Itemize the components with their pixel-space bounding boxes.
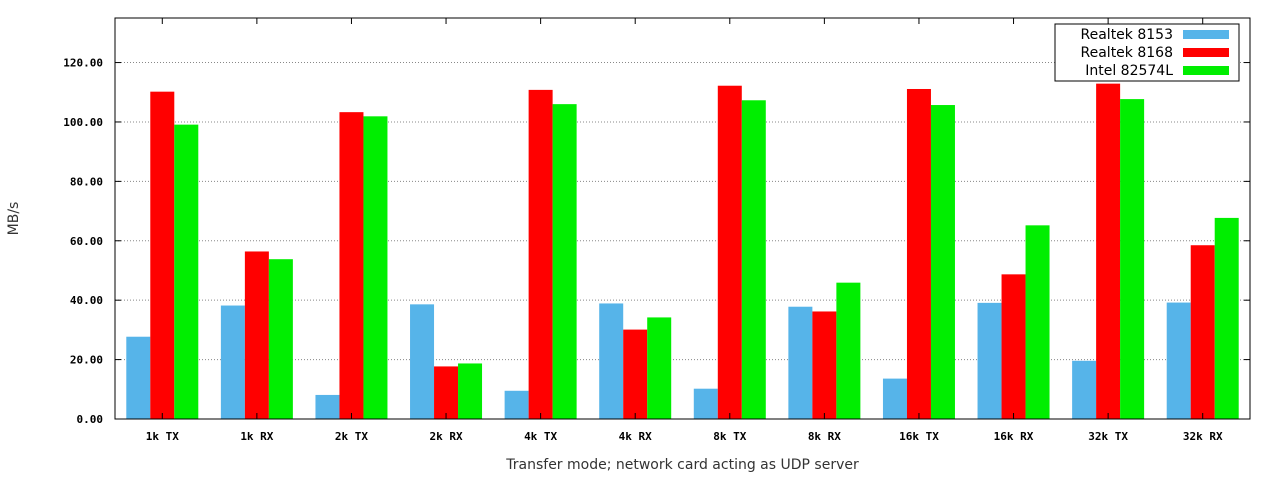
bar-realtek-8168-2k-tx (339, 112, 364, 420)
bars (126, 83, 1239, 420)
x-tick-label: 1k TX (146, 430, 179, 443)
legend-swatch (1183, 48, 1229, 57)
x-tick-label: 1k RX (240, 430, 273, 443)
legend-label: Realtek 8168 (1081, 45, 1173, 61)
bar-intel-82574l-4k-tx (552, 104, 577, 419)
bar-realtek-8168-1k-tx (150, 91, 175, 419)
bar-realtek-8153-8k-tx (693, 388, 718, 419)
bar-realtek-8153-32k-tx (1072, 360, 1097, 419)
y-tick-label: 0.00 (77, 413, 104, 426)
bar-intel-82574l-4k-rx (647, 317, 672, 419)
bar-realtek-8168-16k-tx (906, 88, 931, 419)
bar-realtek-8168-8k-tx (717, 85, 742, 420)
x-tick-label: 4k RX (619, 430, 652, 443)
x-tick-label: 16k TX (899, 430, 939, 443)
bar-intel-82574l-16k-rx (1025, 225, 1050, 419)
bar-intel-82574l-1k-tx (174, 124, 199, 420)
bar-realtek-8153-4k-rx (599, 303, 624, 419)
bar-realtek-8153-4k-tx (504, 390, 529, 419)
bar-intel-82574l-32k-rx (1214, 217, 1239, 419)
bar-intel-82574l-32k-tx (1120, 99, 1145, 419)
bar-realtek-8168-16k-rx (1001, 274, 1026, 419)
y-tick-label: 120.00 (63, 57, 103, 70)
legend-swatch (1183, 30, 1229, 39)
y-tick-label: 100.00 (63, 116, 103, 129)
bar-realtek-8153-8k-rx (788, 306, 813, 419)
bar-realtek-8153-1k-rx (220, 305, 245, 419)
legend: Realtek 8153 Realtek 8168 Intel 82574L (1054, 23, 1240, 82)
bar-realtek-8153-2k-rx (410, 304, 435, 419)
bar-intel-82574l-2k-rx (458, 363, 483, 419)
bar-intel-82574l-8k-rx (836, 282, 861, 419)
bar-realtek-8153-2k-tx (315, 394, 340, 419)
y-tick-label: 20.00 (70, 354, 103, 367)
bar-realtek-8168-1k-rx (244, 251, 269, 419)
y-axis-ticks: 0.00 20.00 40.00 60.00 80.00 100.00 120.00 (63, 57, 1250, 426)
x-tick-label: 4k TX (524, 430, 557, 443)
bar-realtek-8168-32k-rx (1190, 245, 1215, 419)
bar-realtek-8153-16k-rx (977, 302, 1002, 419)
bar-realtek-8153-1k-tx (126, 336, 151, 419)
bar-realtek-8168-8k-rx (812, 311, 837, 419)
x-tick-label: 16k RX (994, 430, 1034, 443)
bar-intel-82574l-1k-rx (268, 259, 293, 419)
bar-realtek-8168-4k-rx (623, 329, 648, 419)
x-tick-label: 32k TX (1088, 430, 1128, 443)
legend-label: Realtek 8153 (1081, 27, 1173, 43)
bar-intel-82574l-16k-tx (930, 105, 955, 419)
x-tick-label: 2k RX (429, 430, 462, 443)
bar-realtek-8153-16k-tx (882, 378, 907, 419)
legend-label: Intel 82574L (1085, 63, 1173, 79)
plot-frame (114, 17, 1251, 420)
x-axis-label: Transfer mode; network card acting as UD… (505, 457, 859, 473)
bar-intel-82574l-8k-tx (741, 100, 766, 419)
x-tick-label: 2k TX (335, 430, 368, 443)
legend-swatch (1183, 66, 1229, 75)
bar-intel-82574l-2k-tx (363, 116, 388, 419)
y-tick-label: 80.00 (70, 175, 103, 188)
bar-realtek-8153-32k-rx (1166, 302, 1191, 419)
x-tick-label: 8k RX (808, 430, 841, 443)
x-tick-label: 32k RX (1183, 430, 1223, 443)
x-axis-ticks: 1k TX 1k RX 2k TX 2k RX 4k TX 4k RX 8k TX 8k RX… (146, 18, 1223, 443)
y-axis-label: MB/s (6, 202, 22, 236)
bar-realtek-8168-4k-tx (528, 89, 553, 419)
bar-realtek-8168-32k-tx (1096, 83, 1121, 419)
y-tick-label: 60.00 (70, 235, 103, 248)
bar-realtek-8168-2k-rx (434, 366, 459, 419)
x-tick-label: 8k TX (713, 430, 746, 443)
grid-lines (115, 62, 1250, 361)
y-tick-label: 40.00 (70, 294, 103, 307)
